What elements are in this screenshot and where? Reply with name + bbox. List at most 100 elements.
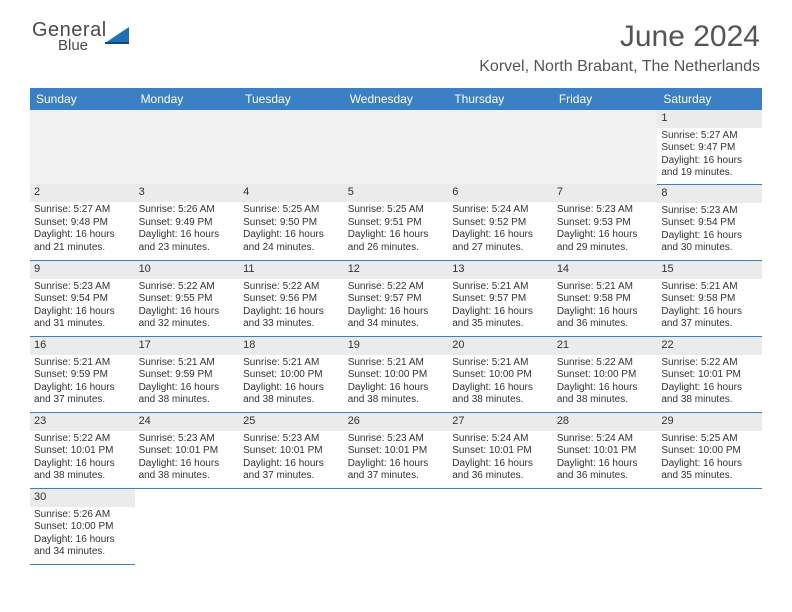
calendar-row: 30 Sunrise: 5:26 AMSunset: 10:00 PMDaylig… [30, 488, 762, 564]
calendar-cell [344, 488, 449, 564]
day-number: 12 [344, 261, 449, 279]
cell-body: Sunrise: 5:26 AMSunset: 10:00 PMDaylight… [30, 509, 135, 563]
day-number: 2 [30, 184, 135, 202]
sunrise-text: Sunrise: 5:21 AM [348, 357, 445, 370]
daylight-text: Daylight: 16 hours and 38 minutes. [34, 458, 131, 483]
day-number: 8 [657, 185, 762, 203]
day-number: 11 [239, 261, 344, 279]
calendar-cell: 9Sunrise: 5:23 AMSunset: 9:54 PMDaylight… [30, 260, 135, 336]
day-number: 25 [239, 413, 344, 431]
daylight-text: Daylight: 16 hours and 27 minutes. [452, 229, 549, 254]
daylight-text: Daylight: 16 hours and 23 minutes. [139, 229, 236, 254]
calendar-cell: 8Sunrise: 5:23 AMSunset: 9:54 PMDaylight… [657, 184, 762, 260]
calendar-cell: 11Sunrise: 5:22 AMSunset: 9:56 PMDayligh… [239, 260, 344, 336]
day-number: 21 [553, 337, 658, 355]
day-number: 17 [135, 337, 240, 355]
logo: General Blue [32, 20, 131, 53]
sunset-text: Sunset: 9:54 PM [34, 293, 131, 306]
sunrise-text: Sunrise: 5:21 AM [34, 357, 131, 370]
calendar-table: Sunday Monday Tuesday Wednesday Thursday… [30, 88, 762, 565]
day-number: 20 [448, 337, 553, 355]
cell-body: Sunrise: 5:21 AMSunset: 9:59 PMDaylight:… [30, 357, 135, 411]
daylight-text: Daylight: 16 hours and 29 minutes. [557, 229, 654, 254]
cell-body: Sunrise: 5:24 AMSunset: 10:01 PMDaylight… [448, 433, 553, 487]
calendar-cell: 5Sunrise: 5:25 AMSunset: 9:51 PMDaylight… [344, 184, 449, 260]
sunrise-text: Sunrise: 5:25 AM [661, 433, 758, 446]
weekday-header: Tuesday [239, 88, 344, 110]
day-number: 6 [448, 184, 553, 202]
calendar-cell: 2 Sunrise: 5:27 AMSunset: 9:48 PMDaylight… [30, 184, 135, 260]
cell-body: Sunrise: 5:27 AMSunset: 9:47 PMDaylight:… [657, 130, 762, 184]
sunrise-text: Sunrise: 5:21 AM [452, 281, 549, 294]
cell-body: Sunrise: 5:23 AMSunset: 10:01 PMDaylight… [344, 433, 449, 487]
calendar-cell: 1Sunrise: 5:27 AMSunset: 9:47 PMDaylight… [657, 110, 762, 184]
header: General Blue June 2024 Korvel, North Bra… [0, 0, 792, 82]
sunset-text: Sunset: 9:53 PM [557, 217, 654, 230]
day-number: 10 [135, 261, 240, 279]
cell-body: Sunrise: 5:24 AMSunset: 9:52 PMDaylight:… [448, 204, 553, 258]
sunrise-text: Sunrise: 5:27 AM [34, 204, 131, 217]
day-number: 16 [30, 337, 135, 355]
sunset-text: Sunset: 10:00 PM [557, 369, 654, 382]
calendar-cell: 27Sunrise: 5:24 AMSunset: 10:01 PMDaylig… [448, 412, 553, 488]
day-number: 30 [30, 489, 135, 507]
calendar-cell: 19Sunrise: 5:21 AMSunset: 10:00 PMDaylig… [344, 336, 449, 412]
sunrise-text: Sunrise: 5:22 AM [557, 357, 654, 370]
calendar-row: 16Sunrise: 5:21 AMSunset: 9:59 PMDayligh… [30, 336, 762, 412]
calendar-cell: 4 Sunrise: 5:25 AMSunset: 9:50 PMDaylight… [239, 184, 344, 260]
weekday-header: Sunday [30, 88, 135, 110]
calendar-cell: 17Sunrise: 5:21 AMSunset: 9:59 PMDayligh… [135, 336, 240, 412]
calendar-cell: 30 Sunrise: 5:26 AMSunset: 10:00 PMDaylig… [30, 488, 135, 564]
sunrise-text: Sunrise: 5:23 AM [557, 204, 654, 217]
day-number: 4 [239, 184, 344, 202]
sunrise-text: Sunrise: 5:23 AM [243, 433, 340, 446]
day-number: 23 [30, 413, 135, 431]
sunrise-text: Sunrise: 5:21 AM [452, 357, 549, 370]
sunrise-text: Sunrise: 5:22 AM [34, 433, 131, 446]
cell-body: Sunrise: 5:21 AMSunset: 9:58 PMDaylight:… [657, 281, 762, 335]
daylight-text: Daylight: 16 hours and 37 minutes. [348, 458, 445, 483]
daylight-text: Daylight: 16 hours and 38 minutes. [452, 382, 549, 407]
sunrise-text: Sunrise: 5:23 AM [34, 281, 131, 294]
sunset-text: Sunset: 9:59 PM [139, 369, 236, 382]
sunrise-text: Sunrise: 5:25 AM [243, 204, 340, 217]
cell-body: Sunrise: 5:27 AMSunset: 9:48 PMDaylight:… [30, 204, 135, 258]
sunset-text: Sunset: 10:00 PM [348, 369, 445, 382]
sunset-text: Sunset: 9:51 PM [348, 217, 445, 230]
sunset-text: Sunset: 9:50 PM [243, 217, 340, 230]
calendar-cell: 18 Sunrise: 5:21 AMSunset: 10:00 PMDaylig… [239, 336, 344, 412]
sunset-text: Sunset: 10:00 PM [243, 369, 340, 382]
daylight-text: Daylight: 16 hours and 36 minutes. [557, 306, 654, 331]
sunrise-text: Sunrise: 5:26 AM [139, 204, 236, 217]
cell-body: Sunrise: 5:23 AMSunset: 9:54 PMDaylight:… [30, 281, 135, 335]
cell-body: Sunrise: 5:22 AMSunset: 10:01 PMDaylight… [30, 433, 135, 487]
cell-body: Sunrise: 5:25 AMSunset: 9:50 PMDaylight:… [239, 204, 344, 258]
sunset-text: Sunset: 10:01 PM [243, 445, 340, 458]
day-number: 18 [239, 337, 344, 355]
sunset-text: Sunset: 9:56 PM [243, 293, 340, 306]
sunset-text: Sunset: 10:01 PM [139, 445, 236, 458]
cell-body: Sunrise: 5:25 AMSunset: 9:51 PMDaylight:… [344, 204, 449, 258]
daylight-text: Daylight: 16 hours and 31 minutes. [34, 306, 131, 331]
sunset-text: Sunset: 9:52 PM [452, 217, 549, 230]
cell-body: Sunrise: 5:21 AMSunset: 10:00 PMDaylight… [239, 357, 344, 411]
weekday-header: Friday [553, 88, 658, 110]
sunrise-text: Sunrise: 5:24 AM [452, 204, 549, 217]
calendar-row: 23Sunrise: 5:22 AMSunset: 10:01 PMDaylig… [30, 412, 762, 488]
day-number: 24 [135, 413, 240, 431]
calendar-cell [657, 488, 762, 564]
daylight-text: Daylight: 16 hours and 30 minutes. [661, 230, 758, 255]
sunrise-text: Sunrise: 5:23 AM [348, 433, 445, 446]
sunset-text: Sunset: 10:01 PM [557, 445, 654, 458]
calendar-row: 2 Sunrise: 5:27 AMSunset: 9:48 PMDaylight… [30, 184, 762, 260]
sunset-text: Sunset: 9:58 PM [661, 293, 758, 306]
cell-body: Sunrise: 5:25 AMSunset: 10:00 PMDaylight… [657, 433, 762, 487]
sunrise-text: Sunrise: 5:21 AM [243, 357, 340, 370]
daylight-text: Daylight: 16 hours and 38 minutes. [661, 382, 758, 407]
sunrise-text: Sunrise: 5:22 AM [348, 281, 445, 294]
sunset-text: Sunset: 9:49 PM [139, 217, 236, 230]
sunrise-text: Sunrise: 5:22 AM [661, 357, 758, 370]
sunrise-text: Sunrise: 5:23 AM [661, 205, 758, 218]
day-number: 14 [553, 261, 658, 279]
sunrise-text: Sunrise: 5:23 AM [139, 433, 236, 446]
